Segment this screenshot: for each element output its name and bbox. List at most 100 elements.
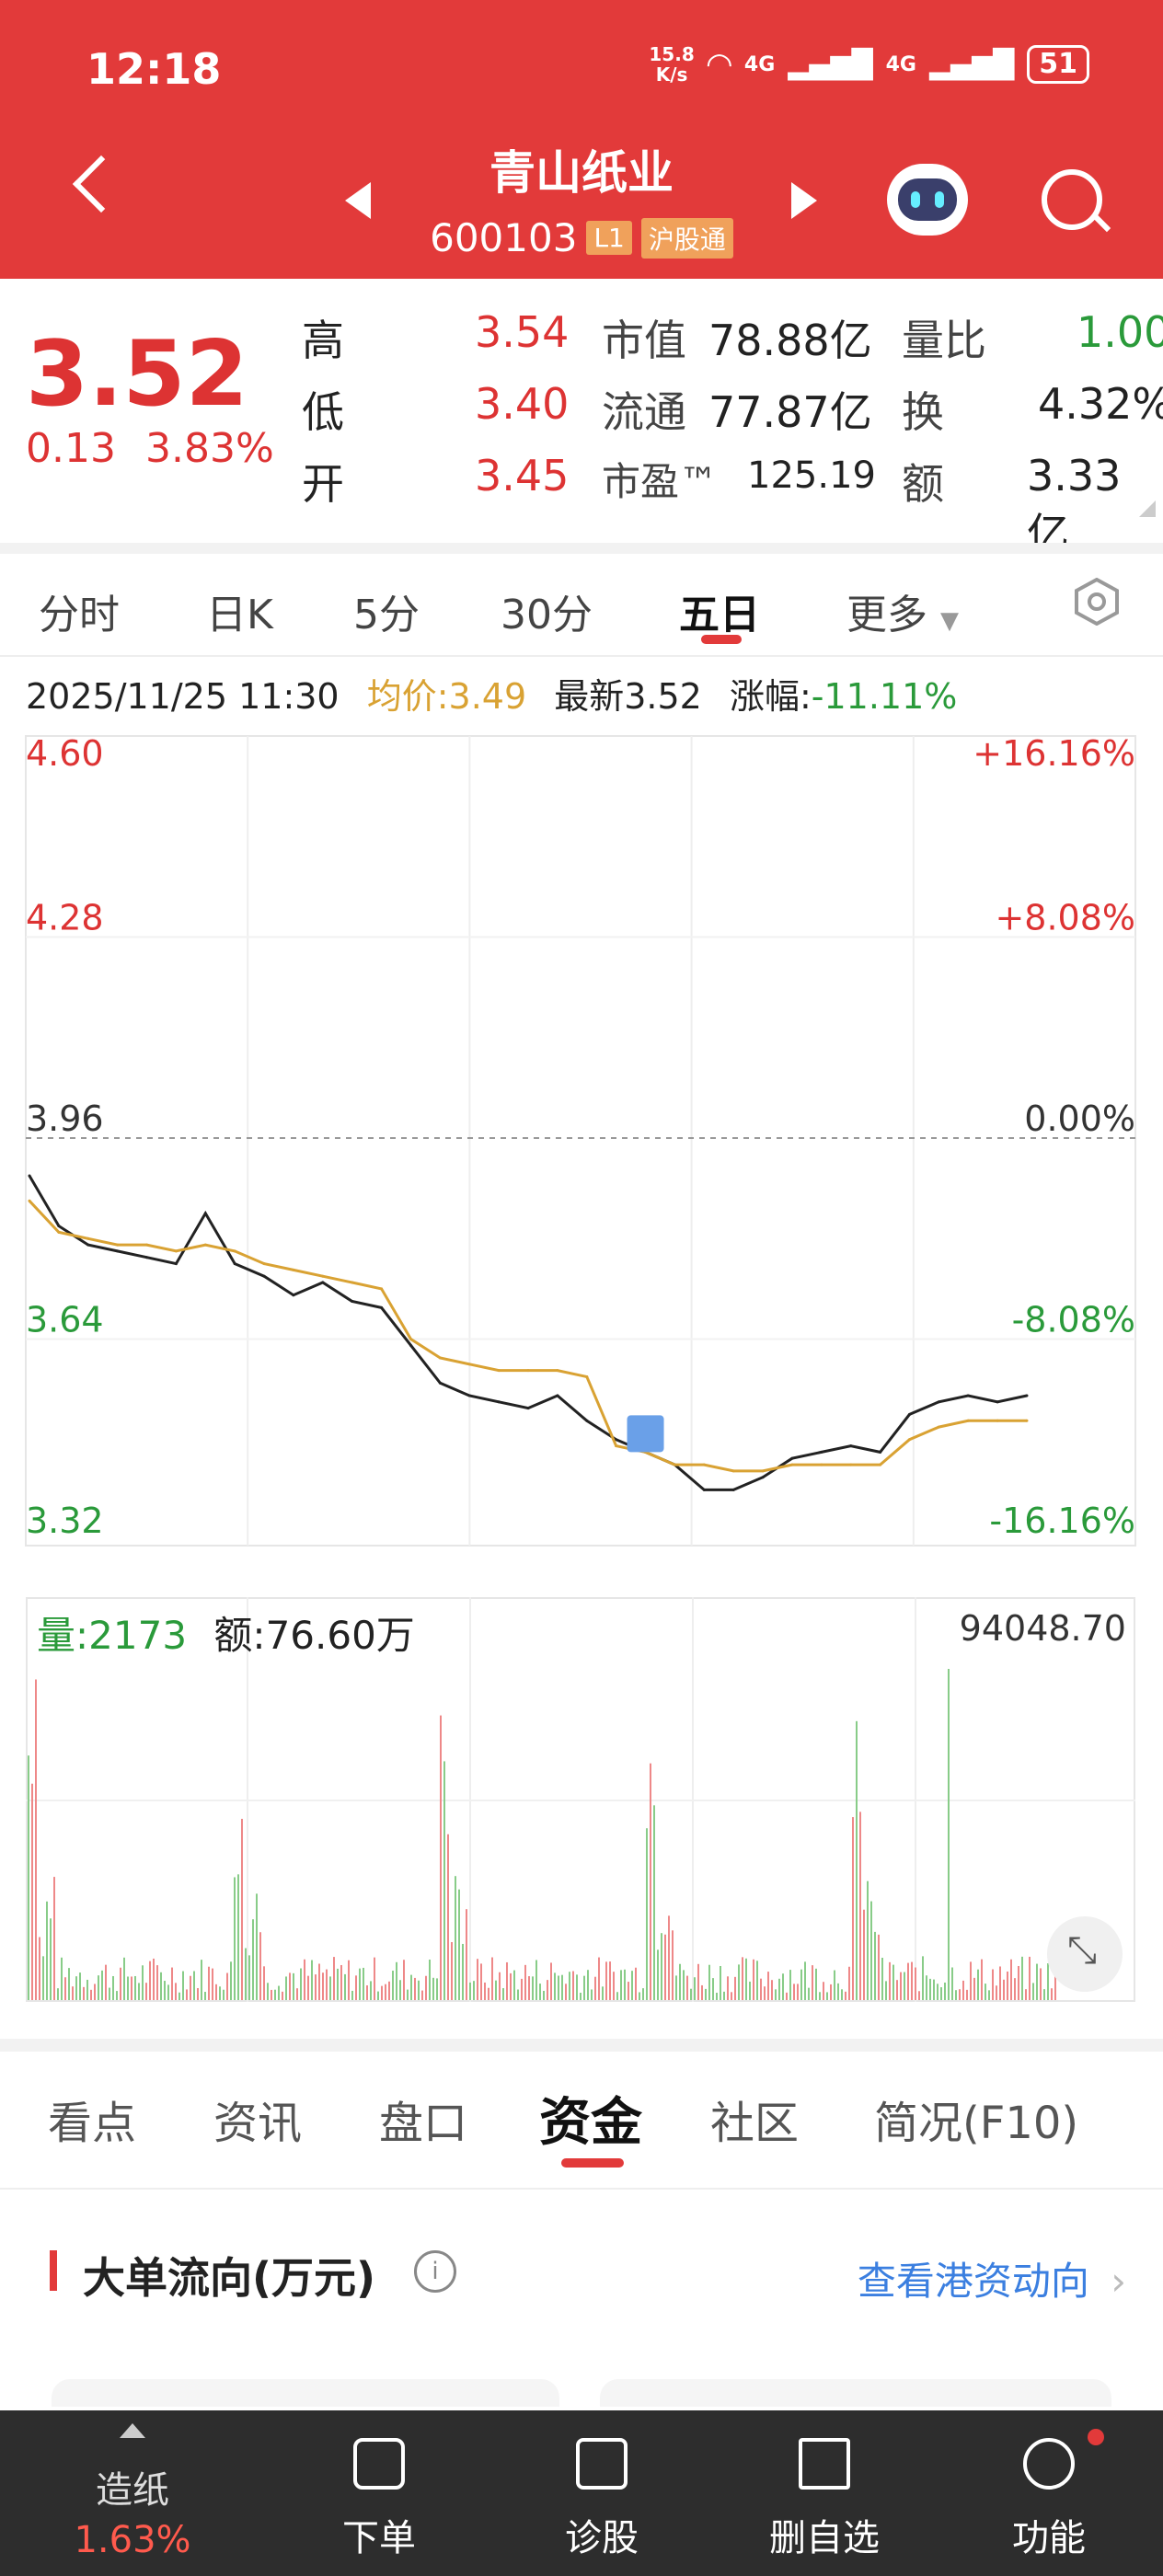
next-stock-icon[interactable] (791, 182, 817, 219)
tab-community[interactable]: 社区 (710, 2098, 800, 2149)
tab-daily-k[interactable]: 日K (206, 592, 273, 638)
volume-bar (193, 1971, 195, 2000)
volume-bar (178, 1992, 180, 2000)
series-point (380, 1305, 384, 1309)
volume-bar (981, 1959, 983, 2000)
place-order-button[interactable]: 下单 (287, 2410, 471, 2576)
robot-assistant-icon[interactable] (887, 164, 968, 236)
volume-bar (510, 1972, 512, 2000)
tab-more[interactable]: 更多 ▼ (846, 581, 959, 640)
chart-period-tabs: 分时 日K 5分 30分 五日 更多 ▼ (0, 543, 1163, 657)
volume-bar (771, 1980, 773, 2000)
volume-bar (885, 1981, 887, 2000)
x-axis-label: 11/24 (754, 1553, 850, 1555)
tab-five-day[interactable]: 五日 (679, 592, 760, 638)
volume-bar (271, 1989, 272, 2000)
series-point (292, 1268, 295, 1271)
volume-bar (517, 1989, 519, 2000)
tab-highlights[interactable]: 看点 (48, 2098, 137, 2149)
tab-news[interactable]: 资讯 (213, 2098, 303, 2149)
volume-bar (399, 1980, 401, 2000)
volume-bar (812, 1965, 813, 2000)
caret-up-icon (120, 2423, 145, 2438)
volume-bar (359, 1968, 361, 2000)
volume-bar (848, 1966, 850, 2000)
volume-bar (620, 1970, 622, 2000)
volume-bar (745, 1958, 747, 2000)
volume-bar (892, 1964, 894, 2000)
series-point (174, 1249, 178, 1253)
remove-watchlist-button[interactable]: 删自选 (732, 2410, 916, 2576)
volume-bar (881, 1958, 883, 2000)
series-point (585, 1419, 589, 1422)
signal-4g-icon-2: 4G (885, 52, 916, 76)
settings-hexagon-icon[interactable] (1073, 577, 1121, 627)
series-point (702, 1463, 706, 1466)
volume-bar (959, 1989, 961, 2000)
volume-bar (237, 1874, 239, 2000)
volume-bar (738, 1964, 740, 2000)
series-point (820, 1463, 823, 1466)
avg-label: 均价: (366, 676, 449, 717)
chart-info-line: 2025/11/25 11:30 均价:3.49 最新3.52 涨幅:-11.1… (26, 668, 957, 719)
bottom-action-bar: 造纸 1.63% 下单 诊股 删自选 功能 (0, 2410, 1163, 2576)
series-line (28, 1200, 1027, 1473)
volume-bar (867, 1880, 869, 2000)
series-point (351, 1281, 354, 1284)
tab-30min[interactable]: 30分 (501, 592, 593, 638)
expand-corner-icon[interactable] (1139, 500, 1156, 517)
functions-button[interactable]: 功能 (957, 2410, 1141, 2576)
latest-value: 3.52 (624, 676, 702, 717)
y-axis-tick-right: +8.08% (995, 898, 1135, 938)
volume-bar (594, 1976, 596, 2000)
volume-bar (933, 1979, 935, 2000)
hk-connect-badge: 沪股通 (640, 217, 733, 259)
volume-bar (863, 1909, 865, 2000)
volume-bar (42, 1956, 44, 2000)
volume-bar (355, 1975, 357, 2000)
series-point (702, 1488, 706, 1491)
info-icon[interactable]: i (414, 2250, 456, 2293)
price-chart[interactable]: 4.60 +16.16% 4.28 +8.08% 3.96 0.00% 3.64 -8.08%… (0, 708, 1163, 1555)
volume-bar (996, 1985, 997, 2000)
volume-bar (94, 1984, 96, 2000)
tab-orderbook[interactable]: 盘口 (379, 2098, 468, 2149)
fullscreen-icon[interactable] (1047, 1916, 1123, 1992)
volume-bar (539, 1984, 541, 2000)
robot-eye (935, 191, 944, 208)
stock-code: 600103 (430, 215, 578, 260)
amount-value: 3.33亿 (1027, 451, 1122, 558)
prev-stock-icon[interactable] (345, 182, 371, 219)
volume-bar (653, 1805, 655, 2000)
series-point (145, 1256, 149, 1259)
tab-funds[interactable]: 资金 (539, 2093, 642, 2153)
volume-bar (639, 1992, 640, 2000)
functions-label: 功能 (1012, 2517, 1086, 2559)
series-line (28, 1175, 1028, 1491)
volume-bar (429, 1959, 431, 2000)
tab-f10[interactable]: 简况(F10) (874, 2098, 1079, 2149)
tab-fenshi[interactable]: 分时 (39, 592, 120, 638)
sector-button[interactable]: 造纸 1.63% (40, 2410, 225, 2576)
volume-bar (506, 1961, 508, 2000)
volume-bar (837, 1983, 839, 2000)
volume-bar (46, 1901, 48, 2000)
tab-5min[interactable]: 5分 (353, 592, 420, 638)
volume-bar (859, 1811, 861, 2000)
volume-bar (370, 1981, 372, 2000)
series-point (790, 1463, 794, 1466)
volume-bar (572, 1971, 574, 2000)
volume-bar (904, 1972, 905, 2000)
search-icon[interactable] (1042, 169, 1102, 230)
volume-bar (28, 1755, 29, 2000)
series-point (731, 1488, 735, 1491)
volume-bar (767, 1972, 769, 2000)
volume-bar (727, 1976, 729, 2000)
diagnose-button[interactable]: 诊股 (510, 2410, 694, 2576)
hk-funds-link[interactable]: 查看港资动向 › (858, 2250, 1126, 2306)
volume-bar (731, 1992, 732, 2000)
volume-bar (344, 1973, 346, 2000)
open-value: 3.45 (475, 451, 570, 500)
volume-bar (598, 1957, 600, 2000)
volume-bar (418, 1980, 420, 2000)
